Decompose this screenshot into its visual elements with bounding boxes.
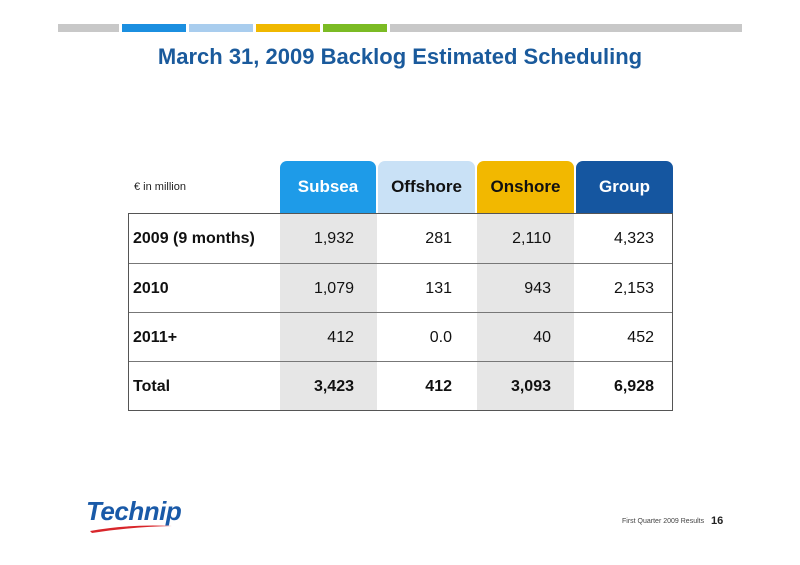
column-header-onshore: Onshore: [477, 161, 574, 213]
top-bar-segment-6: [390, 24, 742, 32]
logo-swoosh-icon: [90, 525, 172, 533]
row-label: Total: [133, 378, 171, 395]
logo-text: Technip: [86, 496, 182, 526]
cell-group: 452: [627, 329, 654, 346]
row-label: 2009 (9 months): [133, 230, 255, 247]
backlog-table: 2009 (9 months) 1,932 281 2,110 4,323 20…: [128, 213, 673, 411]
cell-subsea: 3,423: [313, 378, 354, 395]
cell-subsea: 412: [327, 329, 354, 346]
cell-offshore: 281: [425, 230, 452, 247]
column-header-subsea: Subsea: [280, 161, 376, 213]
cell-onshore: 40: [533, 329, 551, 346]
cell-group: 2,153: [613, 280, 654, 297]
column-header-label: Offshore: [391, 177, 462, 196]
page-number: 16: [711, 515, 724, 527]
row-divider: [129, 361, 672, 362]
column-header-label: Group: [599, 177, 650, 196]
top-bar-segment-5: [323, 24, 387, 32]
slide-title: March 31, 2009 Backlog Estimated Schedul…: [157, 44, 643, 69]
cell-onshore: 943: [524, 280, 551, 297]
cell-group: 4,323: [613, 230, 654, 247]
cell-subsea: 1,079: [313, 280, 354, 297]
unit-label: € in million: [134, 181, 186, 193]
table-row: 2011+ 412 0.0 40 452: [129, 313, 672, 362]
row-label: 2010: [133, 280, 169, 297]
cell-onshore: 3,093: [510, 378, 551, 395]
column-header-label: Subsea: [297, 177, 359, 196]
table-row: 2010 1,079 131 943 2,153: [129, 264, 672, 313]
cell-subsea: 1,932: [313, 230, 354, 247]
top-color-bar: [58, 24, 742, 32]
row-divider: [129, 263, 672, 264]
footer-text: First Quarter 2009 Results: [622, 518, 705, 525]
column-header-group: Group: [576, 161, 673, 213]
cell-offshore: 131: [425, 280, 452, 297]
column-header-label: Onshore: [490, 177, 561, 196]
column-header-offshore: Offshore: [378, 161, 475, 213]
cell-offshore: 412: [425, 378, 452, 395]
top-bar-segment-2: [122, 24, 186, 32]
row-label: 2011+: [133, 329, 178, 346]
cell-offshore: 0.0: [429, 329, 452, 346]
cell-onshore: 2,110: [512, 230, 551, 247]
top-bar-segment-3: [189, 24, 253, 32]
top-bar-segment-4: [256, 24, 320, 32]
table-row: 2009 (9 months) 1,932 281 2,110 4,323: [129, 214, 672, 263]
top-bar-segment-1: [58, 24, 119, 32]
technip-logo: Technip: [86, 496, 182, 533]
table-row-total: Total 3,423 412 3,093 6,928: [129, 362, 672, 411]
cell-group: 6,928: [613, 378, 654, 395]
row-divider: [129, 312, 672, 313]
